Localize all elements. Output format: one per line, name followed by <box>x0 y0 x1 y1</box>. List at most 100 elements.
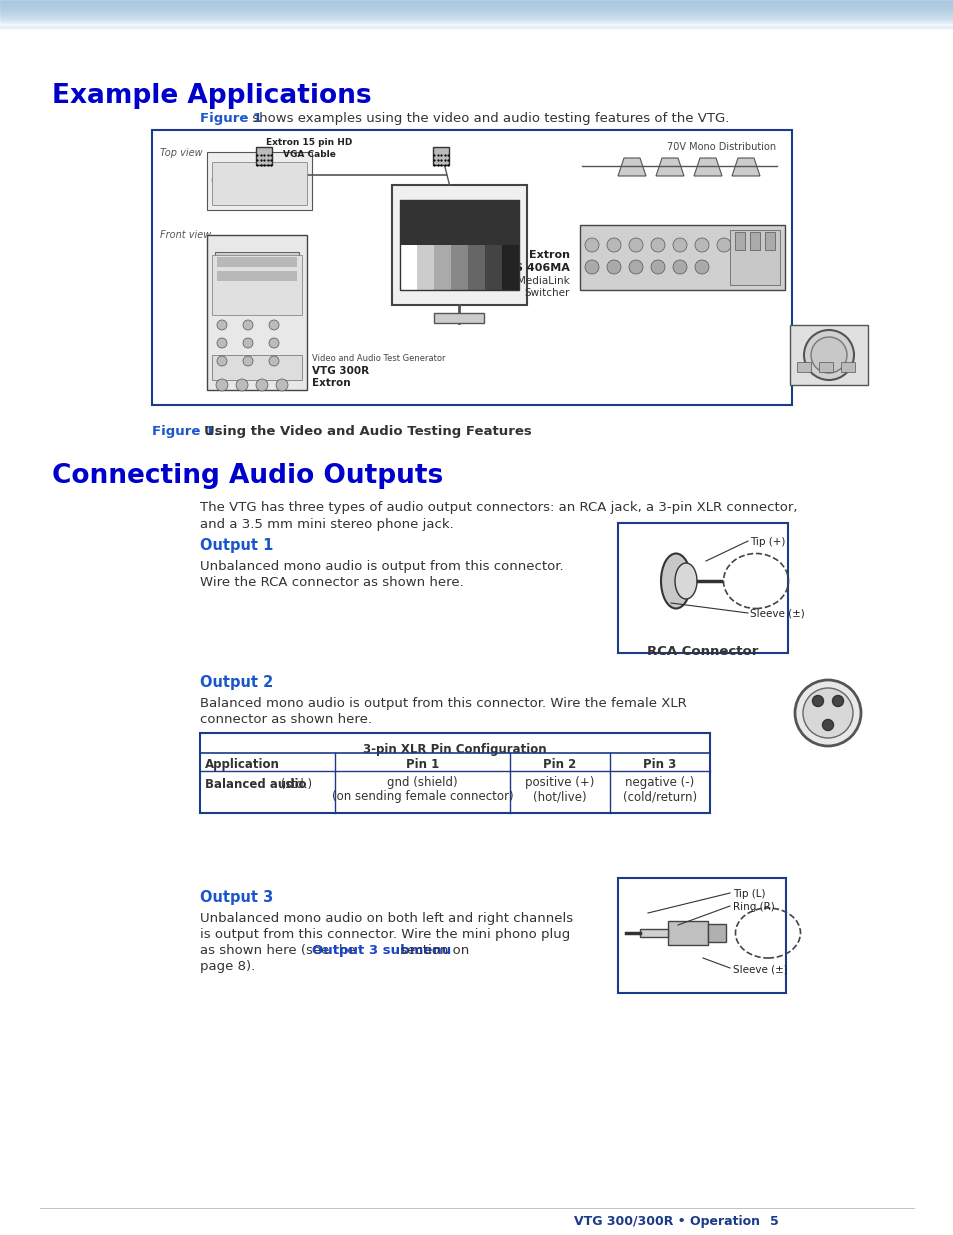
Text: Figure 1.: Figure 1. <box>152 425 219 438</box>
Circle shape <box>717 238 730 252</box>
Ellipse shape <box>675 563 697 599</box>
Text: Balanced mono audio is output from this connector. Wire the female XLR: Balanced mono audio is output from this … <box>200 697 686 710</box>
Polygon shape <box>731 158 760 177</box>
Text: MediaLink: MediaLink <box>517 275 569 287</box>
Circle shape <box>243 320 253 330</box>
Text: Application: Application <box>205 758 279 771</box>
Text: MLS 406MA: MLS 406MA <box>497 263 569 273</box>
Circle shape <box>243 338 253 348</box>
Text: Front view: Front view <box>160 230 211 240</box>
Polygon shape <box>693 158 721 177</box>
Text: Output 1: Output 1 <box>200 538 274 553</box>
Text: Wire the RCA connector as shown here.: Wire the RCA connector as shown here. <box>200 576 463 589</box>
Circle shape <box>275 175 286 185</box>
Text: Sleeve (±): Sleeve (±) <box>749 609 804 619</box>
Bar <box>707 924 725 942</box>
Text: 70V Mono Distribution: 70V Mono Distribution <box>667 142 776 152</box>
Text: positive (+): positive (+) <box>525 776 594 789</box>
Bar <box>399 245 416 290</box>
Text: (on sending female connector): (on sending female connector) <box>332 790 513 803</box>
Text: shows examples using the video and audio testing features of the VTG.: shows examples using the video and audio… <box>248 112 729 125</box>
Text: Pin 2: Pin 2 <box>543 758 576 771</box>
Circle shape <box>794 680 861 746</box>
Circle shape <box>216 338 227 348</box>
Text: (hot/live): (hot/live) <box>533 790 586 803</box>
Text: Bottom view: Bottom view <box>789 335 851 345</box>
Bar <box>451 245 468 290</box>
Bar <box>841 362 854 372</box>
Bar <box>618 522 787 653</box>
Circle shape <box>235 379 248 391</box>
Text: RCA Connector: RCA Connector <box>647 645 758 658</box>
Circle shape <box>650 238 664 252</box>
Circle shape <box>244 175 253 185</box>
Bar <box>212 254 302 315</box>
Circle shape <box>215 379 228 391</box>
Text: Switcher: Switcher <box>524 288 569 298</box>
Text: (std.): (std.) <box>276 778 312 790</box>
Bar <box>0 26 953 28</box>
Bar <box>484 245 501 290</box>
Bar <box>434 312 484 324</box>
Bar <box>667 921 707 945</box>
Text: Ring (R): Ring (R) <box>732 902 774 911</box>
Circle shape <box>832 695 842 706</box>
Text: Video and Audio Test Generator: Video and Audio Test Generator <box>312 354 445 363</box>
Bar <box>468 245 484 290</box>
Bar <box>501 245 518 290</box>
Text: page 8).: page 8). <box>200 960 255 973</box>
Ellipse shape <box>660 553 690 609</box>
Circle shape <box>255 379 268 391</box>
Text: and a 3.5 mm mini stereo phone jack.: and a 3.5 mm mini stereo phone jack. <box>200 517 454 531</box>
Polygon shape <box>656 158 683 177</box>
Bar <box>212 162 307 205</box>
Bar <box>214 252 298 290</box>
Bar <box>200 734 709 813</box>
Text: (cold/return): (cold/return) <box>622 790 697 803</box>
Text: as shown here (see the: as shown here (see the <box>200 944 359 957</box>
Bar <box>434 245 451 290</box>
Text: Connecting Audio Outputs: Connecting Audio Outputs <box>52 463 443 489</box>
Circle shape <box>739 238 752 252</box>
Text: Unbalanced mono audio on both left and right channels: Unbalanced mono audio on both left and r… <box>200 911 573 925</box>
Text: Output 3 submenu: Output 3 submenu <box>312 944 451 957</box>
Text: Extron 15 pin HD: Extron 15 pin HD <box>266 138 353 147</box>
Bar <box>207 235 307 390</box>
Circle shape <box>672 238 686 252</box>
Bar <box>796 362 810 372</box>
Bar <box>618 878 785 993</box>
Bar <box>639 929 667 937</box>
Bar <box>789 325 867 385</box>
Text: Tip (L): Tip (L) <box>732 889 764 899</box>
Circle shape <box>584 261 598 274</box>
Circle shape <box>275 379 288 391</box>
Bar <box>392 185 526 305</box>
Bar <box>256 147 273 165</box>
Bar <box>433 147 449 165</box>
Circle shape <box>216 320 227 330</box>
Circle shape <box>628 261 642 274</box>
Circle shape <box>243 356 253 366</box>
Circle shape <box>810 337 846 373</box>
Circle shape <box>606 261 620 274</box>
Text: gnd (shield): gnd (shield) <box>387 776 457 789</box>
Text: Example Applications: Example Applications <box>52 83 372 109</box>
Text: Balanced audio: Balanced audio <box>205 778 306 790</box>
Bar <box>207 152 312 210</box>
Text: The VTG has three types of audio output connectors: an RCA jack, a 3-pin XLR con: The VTG has three types of audio output … <box>200 501 797 514</box>
Circle shape <box>269 338 278 348</box>
Bar <box>734 232 744 249</box>
Circle shape <box>672 261 686 274</box>
Bar <box>764 232 774 249</box>
Text: Pin 1: Pin 1 <box>405 758 438 771</box>
Text: is output from this connector. Wire the mini phono plug: is output from this connector. Wire the … <box>200 927 570 941</box>
Circle shape <box>695 261 708 274</box>
Text: connector as shown here.: connector as shown here. <box>200 713 372 726</box>
Circle shape <box>260 175 270 185</box>
Bar <box>152 130 791 405</box>
Bar <box>729 230 780 285</box>
Circle shape <box>821 720 833 730</box>
Circle shape <box>628 238 642 252</box>
Circle shape <box>216 356 227 366</box>
Bar <box>399 200 518 245</box>
